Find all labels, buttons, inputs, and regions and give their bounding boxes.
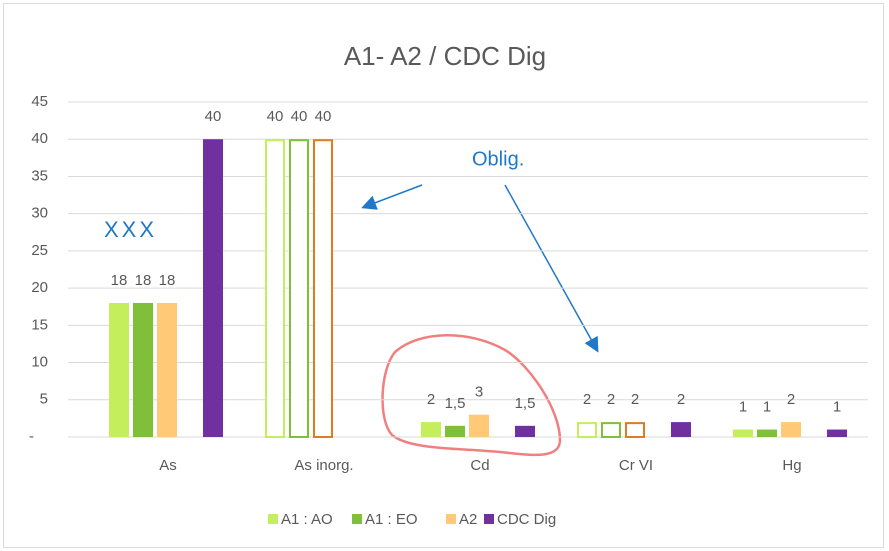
chart-title: A1- A2 / CDC Dig xyxy=(344,41,546,71)
data-label: 1,5 xyxy=(445,395,466,412)
x-tick-label: Cr VI xyxy=(619,457,653,474)
bar xyxy=(469,414,489,437)
data-label: 1 xyxy=(739,399,747,416)
bar xyxy=(515,425,535,437)
bar xyxy=(781,422,801,437)
legend-swatch xyxy=(352,514,362,524)
bar xyxy=(133,303,153,437)
data-label: 2 xyxy=(583,391,591,408)
data-label: 40 xyxy=(205,108,222,125)
bar xyxy=(827,429,847,437)
bar xyxy=(577,422,597,439)
legend-label: A1 : AO xyxy=(281,511,333,528)
data-label: 18 xyxy=(135,272,152,289)
y-tick-label: 20 xyxy=(31,279,48,296)
bar xyxy=(109,303,129,437)
y-tick-label: 45 xyxy=(31,93,48,110)
legend-swatch xyxy=(446,514,456,524)
bar xyxy=(757,429,777,437)
y-tick-label: 5 xyxy=(40,391,48,408)
data-label: 3 xyxy=(475,384,483,401)
data-label: 2 xyxy=(631,391,639,408)
y-tick-label: 25 xyxy=(31,242,48,259)
data-label: 40 xyxy=(267,108,284,125)
legend-label: CDC Dig xyxy=(497,511,556,528)
data-label: 2 xyxy=(427,391,435,408)
annotation: Oblig. xyxy=(472,148,524,170)
bar xyxy=(601,422,621,439)
bar xyxy=(421,422,441,437)
data-label: 2 xyxy=(607,391,615,408)
x-tick-label: Hg xyxy=(782,457,801,474)
legend-label: A1 : EO xyxy=(365,511,418,528)
annotation: XXX xyxy=(104,217,157,242)
bar xyxy=(671,422,691,437)
data-label: 40 xyxy=(315,108,332,125)
bar xyxy=(313,139,333,438)
bar xyxy=(445,425,465,437)
chart-frame xyxy=(3,3,884,548)
y-tick-label: 40 xyxy=(31,130,48,147)
arrow xyxy=(361,184,423,210)
data-label: 1,5 xyxy=(515,395,536,412)
data-label: 2 xyxy=(677,391,685,408)
bar xyxy=(265,139,285,438)
x-tick-label: As xyxy=(159,457,177,474)
bar xyxy=(625,422,645,439)
arrow xyxy=(504,184,599,353)
bar xyxy=(157,303,177,437)
y-tick-label: 30 xyxy=(31,205,48,222)
data-label: 40 xyxy=(291,108,308,125)
data-label: 2 xyxy=(787,391,795,408)
y-tick-label: 10 xyxy=(31,354,48,371)
data-label: 18 xyxy=(111,272,128,289)
bar xyxy=(203,139,223,437)
highlight-loop xyxy=(381,334,562,457)
legend-label: A2 xyxy=(459,511,477,528)
data-label: 1 xyxy=(763,399,771,416)
legend-swatch xyxy=(268,514,278,524)
y-tick-label: 15 xyxy=(31,316,48,333)
legend-swatch xyxy=(484,514,494,524)
x-tick-label: Cd xyxy=(470,457,489,474)
data-label: 1 xyxy=(833,399,841,416)
x-tick-label: As inorg. xyxy=(294,457,353,474)
bar xyxy=(289,139,309,438)
y-tick-label: - xyxy=(29,428,34,445)
y-tick-label: 35 xyxy=(31,167,48,184)
bar xyxy=(733,429,753,437)
data-label: 18 xyxy=(159,272,176,289)
